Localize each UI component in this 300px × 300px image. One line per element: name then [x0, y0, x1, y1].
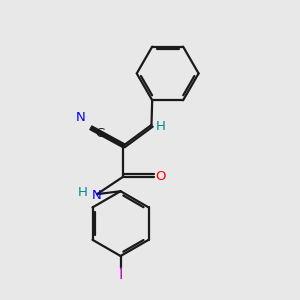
Text: H: H [77, 186, 87, 199]
Text: O: O [156, 170, 166, 183]
Text: I: I [118, 267, 123, 282]
Text: N: N [76, 111, 86, 124]
Text: H: H [155, 120, 165, 133]
Text: N: N [92, 189, 102, 202]
Text: C: C [95, 127, 105, 140]
